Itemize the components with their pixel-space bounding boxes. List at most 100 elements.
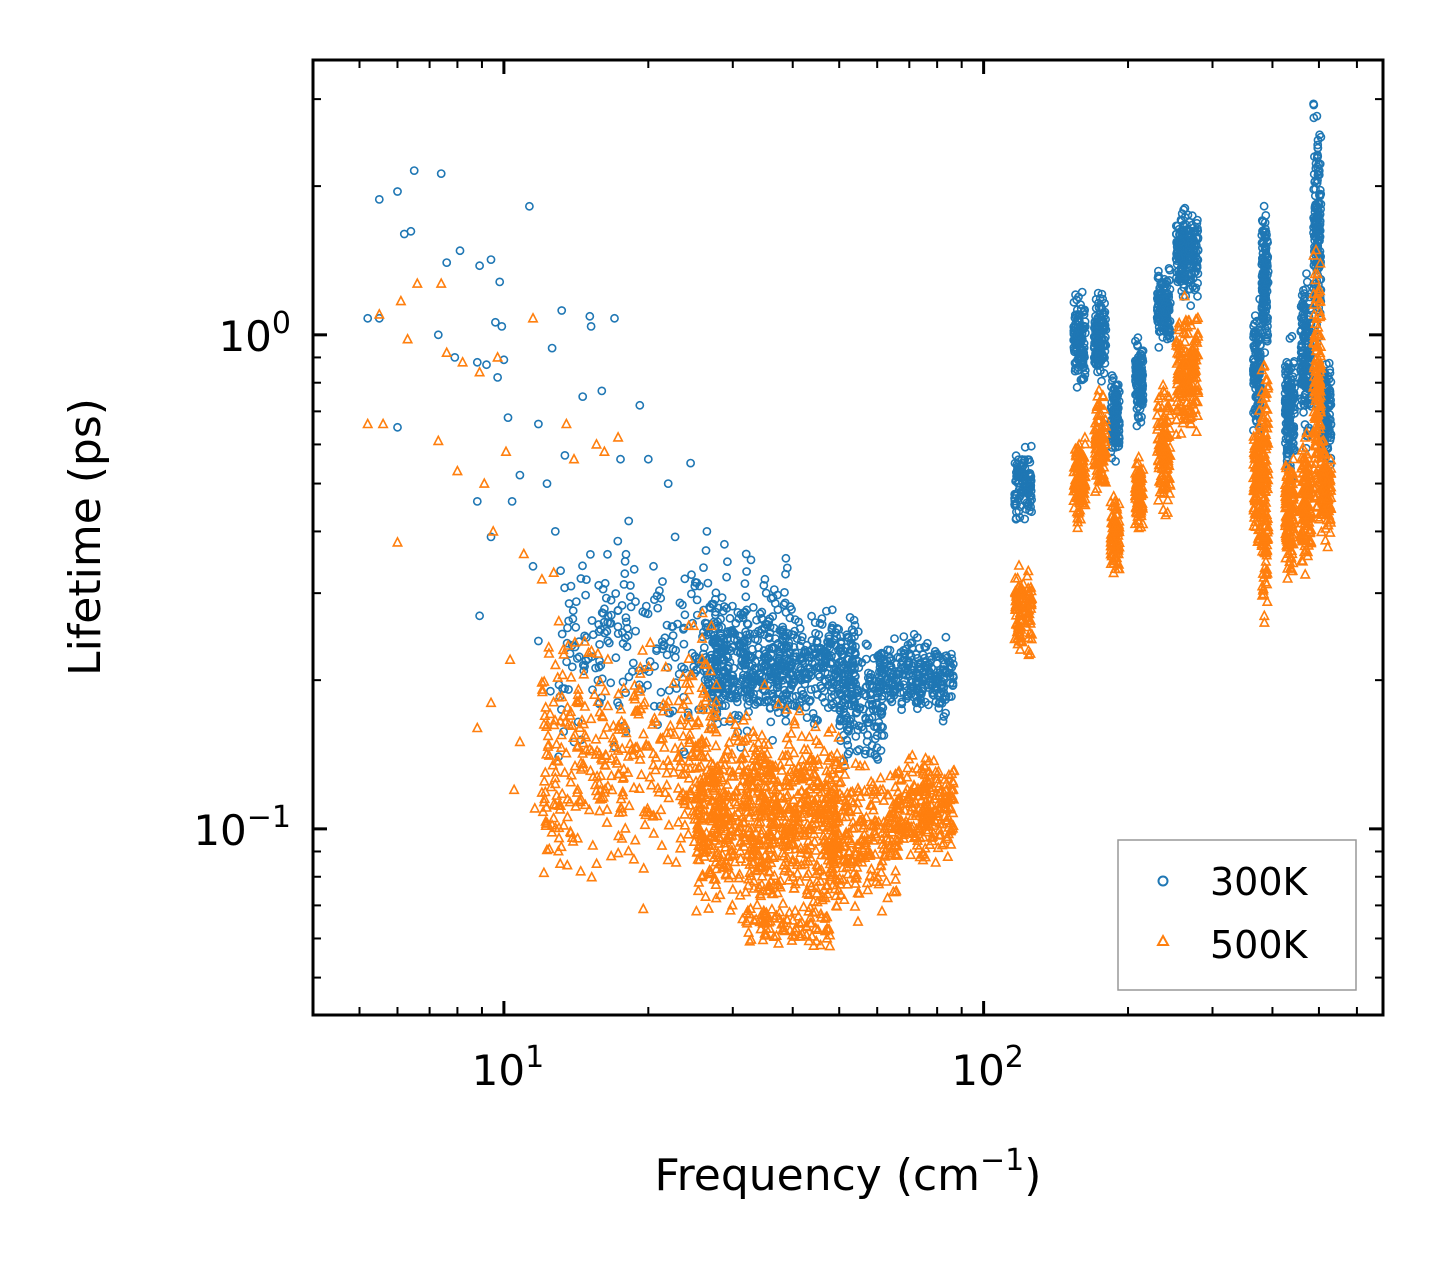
data-point-300k <box>662 650 672 660</box>
data-point-300k <box>785 613 795 623</box>
data-point-500k <box>655 803 667 815</box>
data-point-300k <box>827 605 837 615</box>
data-point-300k <box>610 313 619 323</box>
data-point-300k <box>890 681 900 691</box>
data-point-300k <box>913 704 922 714</box>
data-point-300k <box>1132 421 1142 431</box>
data-point-300k <box>764 654 774 663</box>
data-point-300k <box>1108 373 1118 383</box>
data-point-300k <box>907 665 916 675</box>
data-point-300k <box>917 675 927 684</box>
data-point-300k <box>824 674 834 684</box>
data-point-300k <box>725 613 735 623</box>
data-point-300k <box>557 705 566 714</box>
data-point-300k <box>563 623 572 633</box>
data-point-500k <box>628 781 640 793</box>
data-point-300k <box>907 643 917 653</box>
data-point-300k <box>726 646 736 656</box>
data-point-500k <box>402 332 414 344</box>
data-point-300k <box>606 678 616 688</box>
data-point-300k <box>845 677 855 687</box>
data-point-500k <box>538 866 550 878</box>
data-point-500k <box>485 696 497 708</box>
data-point-300k <box>773 638 783 648</box>
data-point-300k <box>670 532 680 542</box>
data-point-300k <box>805 647 815 657</box>
data-point-500k <box>474 365 486 377</box>
data-point-300k <box>781 716 791 726</box>
data-point-300k <box>867 680 877 690</box>
data-point-300k <box>777 626 786 636</box>
data-point-500k <box>478 477 490 488</box>
data-point-300k <box>872 743 882 752</box>
data-point-300k <box>872 698 881 708</box>
data-point-300k <box>850 632 859 641</box>
data-point-300k <box>600 578 610 588</box>
data-point-500k <box>639 818 651 830</box>
data-point-500k <box>508 783 520 795</box>
data-point-500k <box>674 842 686 853</box>
data-point-300k <box>1111 438 1120 448</box>
data-point-300k <box>703 578 713 588</box>
data-point-300k <box>923 638 932 648</box>
data-point-500k <box>890 873 902 884</box>
data-point-300k <box>493 372 502 382</box>
data-point-500k <box>560 746 572 758</box>
data-point-500k <box>648 827 660 838</box>
data-point-300k <box>761 588 771 598</box>
data-point-300k <box>1094 351 1104 361</box>
data-point-300k <box>827 658 837 668</box>
data-point-500k <box>377 417 389 429</box>
data-point-500k <box>672 782 684 793</box>
data-point-500k <box>789 904 801 916</box>
data-point-500k <box>644 636 656 648</box>
data-point-500k <box>492 351 504 362</box>
data-point-300k <box>582 575 591 584</box>
data-point-300k <box>740 579 750 588</box>
data-point-300k <box>738 637 747 646</box>
data-point-500k <box>504 653 516 665</box>
data-point-300k <box>442 258 452 267</box>
data-point-300k <box>824 680 834 690</box>
data-point-300k <box>909 682 919 692</box>
data-point-500k <box>538 775 550 786</box>
data-point-300k <box>850 701 859 710</box>
data-point-500k <box>564 795 576 807</box>
data-point-500k <box>551 737 563 749</box>
data-point-500k <box>602 653 614 664</box>
data-point-300k <box>663 479 673 488</box>
data-point-300k <box>773 590 782 600</box>
data-point-500k <box>662 853 674 865</box>
data-point-300k <box>875 655 885 665</box>
data-point-300k <box>574 652 584 662</box>
data-point-300k <box>848 657 858 667</box>
data-point-300k <box>810 618 820 627</box>
data-point-300k <box>699 643 709 652</box>
data-point-300k <box>835 703 845 713</box>
data-point-300k <box>1164 289 1173 299</box>
data-point-300k <box>888 687 898 696</box>
data-point-300k <box>1072 358 1081 367</box>
data-point-300k <box>499 355 509 365</box>
data-point-300k <box>1022 487 1031 497</box>
data-point-300k <box>722 685 732 694</box>
data-point-300k <box>867 740 877 750</box>
data-point-300k <box>673 619 682 629</box>
data-point-300k <box>849 627 859 637</box>
data-point-300k <box>578 561 587 571</box>
data-point-300k <box>879 731 889 740</box>
data-point-300k <box>717 593 727 602</box>
data-point-300k <box>406 226 416 236</box>
data-point-500k <box>568 452 580 464</box>
data-point-300k <box>886 673 896 682</box>
data-point-500k <box>675 831 687 843</box>
data-point-300k <box>749 694 759 703</box>
data-point-300k <box>844 726 853 736</box>
data-point-300k <box>580 631 589 641</box>
data-point-300k <box>712 654 722 664</box>
data-point-500k <box>880 875 892 886</box>
data-point-300k <box>874 650 884 660</box>
data-point-300k <box>711 650 721 660</box>
data-point-300k <box>900 653 910 663</box>
data-point-300k <box>865 748 875 758</box>
